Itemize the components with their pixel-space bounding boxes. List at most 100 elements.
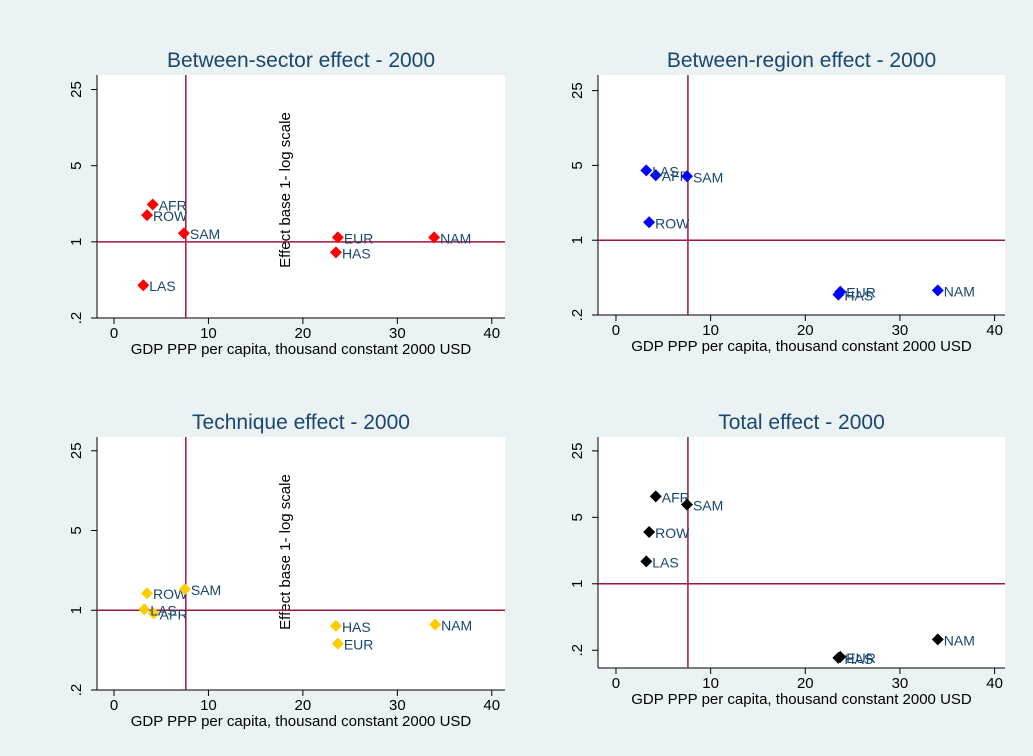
point (649, 169, 662, 182)
x-tick-label: 20 (797, 675, 814, 692)
y-tick-label: 5 (569, 513, 586, 521)
x-tick-label: 20 (295, 325, 312, 342)
point (138, 603, 151, 616)
point-label: SAM (693, 169, 723, 185)
point-label: ROW (153, 586, 188, 602)
y-tick-label: .2 (569, 309, 586, 322)
point (680, 498, 693, 511)
panel-title: Between-region effect - 2000 (667, 49, 936, 72)
point-label: LAS (652, 554, 678, 570)
x-axis-title: GDP PPP per capita, thousand constant 20… (131, 713, 472, 730)
point (329, 246, 342, 259)
point (141, 209, 154, 222)
x-axis-title: GDP PPP per capita, thousand constant 20… (131, 341, 472, 358)
point-label: NAM (440, 230, 471, 246)
point-label: NAM (441, 618, 472, 634)
plot-area (97, 437, 505, 690)
point-label: ROW (153, 208, 188, 224)
point (649, 490, 662, 503)
y-tick-label: 1 (569, 580, 586, 588)
panel-title: Between-sector effect - 2000 (167, 49, 435, 72)
x-tick-label: 30 (389, 325, 406, 342)
panel-title: Technique effect - 2000 (192, 411, 410, 434)
point-label: EUR (344, 637, 374, 653)
point (832, 651, 845, 664)
x-tick-label: 40 (483, 325, 500, 342)
point (680, 170, 693, 183)
point (640, 164, 653, 177)
point-label: HAS (342, 619, 371, 635)
point-label: LAS (150, 602, 176, 618)
plot-area (598, 75, 1005, 315)
x-tick-label: 40 (986, 675, 1003, 692)
y-tick-label: 5 (569, 161, 586, 169)
x-tick-label: 30 (389, 697, 406, 714)
point (177, 227, 190, 240)
x-tick-label: 0 (612, 675, 620, 692)
y-tick-label: 25 (569, 82, 586, 99)
point (146, 198, 159, 211)
x-axis-title: GDP PPP per capita, thousand constant 20… (631, 691, 972, 708)
x-tick-label: 10 (702, 675, 719, 692)
x-tick-label: 0 (612, 322, 620, 339)
point-label: ROW (655, 525, 690, 541)
point-label: EUR (846, 285, 876, 301)
x-tick-label: 40 (986, 322, 1003, 339)
point (832, 288, 845, 301)
point (643, 526, 656, 539)
point-label: ROW (655, 215, 690, 231)
point (329, 619, 342, 632)
point-label: SAM (191, 582, 221, 598)
y-tick-label: 5 (68, 162, 85, 170)
x-tick-label: 10 (200, 325, 217, 342)
point (147, 607, 160, 620)
point (429, 618, 442, 631)
annotation: Effect base 1- log scale (277, 474, 294, 630)
y-tick-label: .2 (569, 644, 586, 657)
x-tick-label: 20 (797, 322, 814, 339)
point-label: AFR (159, 198, 187, 214)
y-tick-label: 5 (68, 526, 85, 534)
point-label: AFR (662, 489, 690, 505)
point-label: LAS (149, 278, 175, 294)
y-tick-label: 1 (569, 236, 586, 244)
x-tick-label: 30 (892, 322, 909, 339)
point-label: HAS (844, 288, 873, 304)
point-label: HAS (342, 245, 371, 261)
y-tick-label: 1 (68, 606, 85, 614)
point (137, 279, 150, 292)
point-label: EUR (344, 230, 374, 246)
x-tick-label: 0 (110, 697, 118, 714)
point-label: AFR (160, 606, 188, 622)
point-label: NAM (944, 632, 975, 648)
point (643, 216, 656, 229)
point-label: EUR (846, 650, 876, 666)
point (331, 637, 344, 650)
x-tick-label: 20 (295, 697, 312, 714)
point-label: AFR (662, 168, 690, 184)
point-label: NAM (944, 283, 975, 299)
y-tick-label: 1 (68, 238, 85, 246)
x-tick-label: 10 (200, 697, 217, 714)
y-tick-label: 25 (68, 81, 85, 98)
x-axis-title: GDP PPP per capita, thousand constant 20… (631, 338, 972, 355)
point (428, 231, 441, 244)
y-tick-label: .2 (68, 312, 85, 325)
plot-area (598, 437, 1005, 668)
point-label: LAS (652, 163, 678, 179)
point (640, 555, 653, 568)
x-tick-label: 40 (483, 697, 500, 714)
panel-title: Total effect - 2000 (718, 411, 885, 434)
x-tick-label: 0 (110, 325, 118, 342)
y-tick-label: 25 (569, 443, 586, 460)
point-label: SAM (190, 226, 220, 242)
point (931, 284, 944, 297)
point (141, 587, 154, 600)
point (178, 583, 191, 596)
y-tick-label: 25 (68, 442, 85, 459)
plot-area (97, 75, 505, 318)
point (331, 231, 344, 244)
y-tick-label: .2 (68, 684, 85, 697)
x-tick-label: 10 (702, 322, 719, 339)
